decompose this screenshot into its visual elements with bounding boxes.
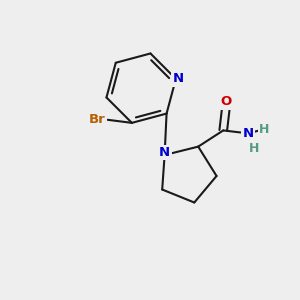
Text: N: N	[159, 146, 170, 159]
Text: N: N	[243, 127, 254, 140]
Text: Br: Br	[89, 113, 106, 126]
Text: N: N	[173, 72, 184, 86]
Text: H: H	[259, 123, 270, 136]
Text: O: O	[220, 95, 232, 108]
Text: H: H	[248, 142, 259, 155]
